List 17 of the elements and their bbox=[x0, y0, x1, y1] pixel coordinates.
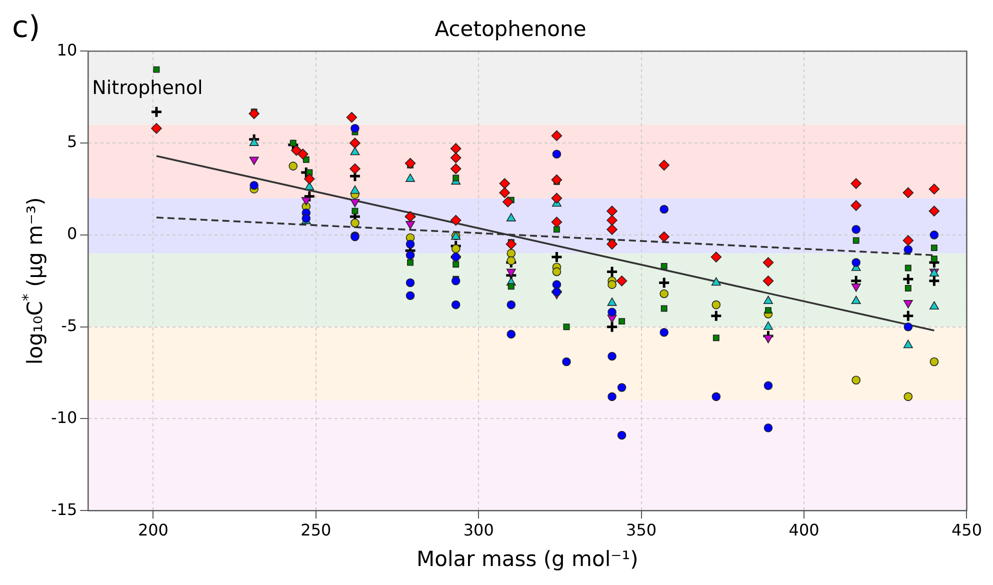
x-tick-label: 200 bbox=[138, 520, 168, 540]
annotation: Nitrophenol bbox=[92, 77, 203, 100]
y-axis-title: log₁₀C* (µg m⁻³) bbox=[19, 197, 47, 365]
x-axis-title: Molar mass (g mol⁻¹) bbox=[416, 546, 638, 571]
x-tick-label: 300 bbox=[463, 520, 494, 540]
text: c) bbox=[12, 10, 40, 45]
y-tick-label: 5 bbox=[66, 132, 78, 152]
y-tick-label: -15 bbox=[50, 500, 78, 519]
chart-title: Acetophenone bbox=[434, 17, 586, 42]
y-tick-label: 10 bbox=[56, 40, 78, 60]
x-tick-label: 250 bbox=[300, 520, 332, 540]
y-tick-label: 0 bbox=[66, 224, 78, 244]
x-tick-label: 400 bbox=[788, 520, 820, 540]
y-tick-label: -10 bbox=[50, 408, 78, 427]
x-tick-label: 350 bbox=[626, 520, 657, 540]
y-tick-label: -5 bbox=[61, 316, 78, 335]
x-tick-label: 450 bbox=[951, 520, 982, 540]
